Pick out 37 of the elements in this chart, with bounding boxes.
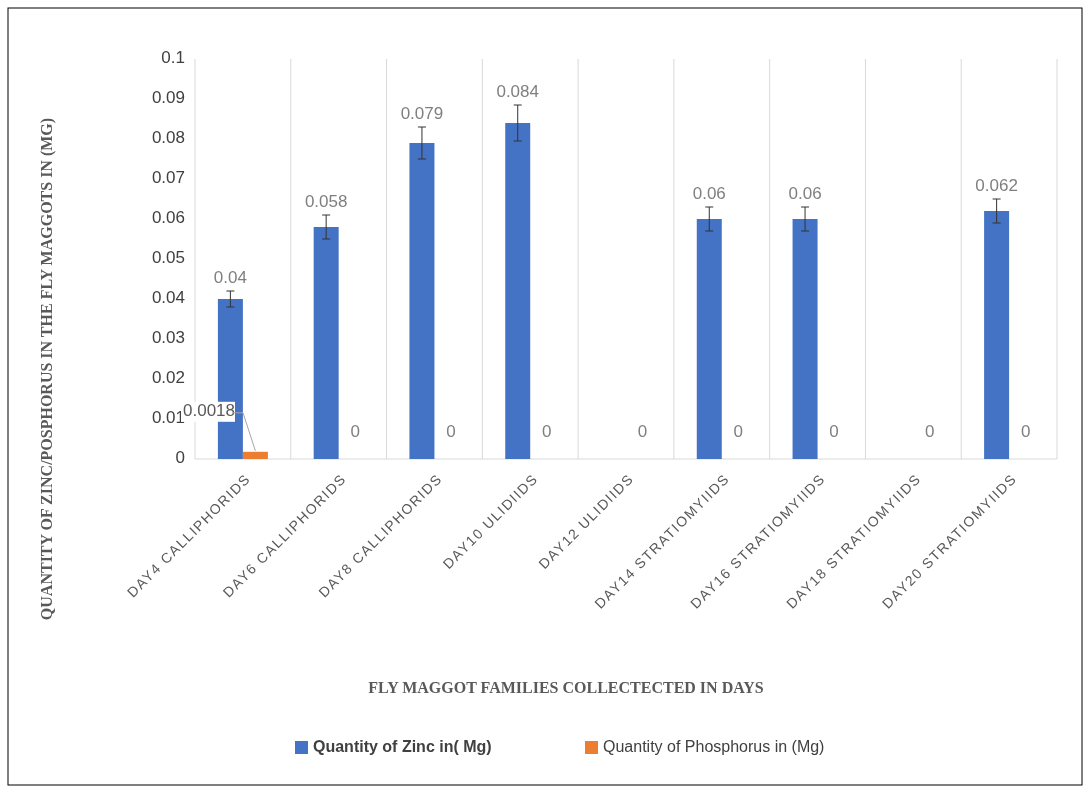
data-label: 0 — [829, 422, 839, 441]
y-axis-title: QUANTITY OF ZINC/POSPHORUS IN THE FLY MAGGOTS IN (MG) — [38, 117, 56, 621]
legend-label: Quantity of Zinc in( Mg) — [313, 738, 492, 756]
x-axis-title: FLY MAGGOT FAMILIES COLLECTECTED IN DAYS — [368, 679, 764, 696]
data-label: 0.058 — [304, 192, 348, 211]
y-tick-label: 0.03 — [151, 328, 185, 348]
data-label: 0 — [541, 422, 552, 441]
y-tick-label: 0.07 — [151, 168, 185, 188]
data-label: 0 — [925, 422, 935, 441]
bar — [696, 219, 722, 459]
data-label: 0.084 — [496, 82, 539, 101]
y-tick-label: 0.09 — [151, 88, 185, 108]
data-label: 0.079 — [400, 104, 444, 123]
data-label: 0.06 — [692, 184, 726, 203]
data-label: 0 — [350, 422, 360, 441]
bar — [792, 219, 818, 459]
bar — [313, 227, 339, 459]
data-label: 0 — [637, 422, 648, 441]
data-label: 0 — [733, 422, 744, 441]
y-tick-label: 0.05 — [151, 248, 185, 268]
data-label: 0.06 — [788, 184, 822, 203]
bar — [242, 451, 268, 459]
y-tick-label: 0.08 — [151, 128, 185, 148]
y-tick-label: 0.04 — [151, 288, 185, 308]
data-label: 0.04 — [213, 268, 247, 287]
legend-label: Quantity of Phosphorus in (Mg) — [603, 738, 825, 756]
data-label: 0.0018 — [183, 401, 235, 421]
y-tick-label: 0 — [175, 448, 185, 468]
y-tick-label: 0.02 — [151, 368, 185, 388]
bar — [984, 211, 1010, 459]
y-tick-label: 0.1 — [161, 48, 185, 68]
data-label: 0 — [446, 422, 456, 441]
bar — [409, 143, 435, 459]
data-label: 0 — [1020, 422, 1031, 441]
y-tick-label: 0.06 — [151, 208, 185, 228]
data-label: 0.062 — [975, 176, 1018, 195]
bar — [505, 123, 531, 459]
